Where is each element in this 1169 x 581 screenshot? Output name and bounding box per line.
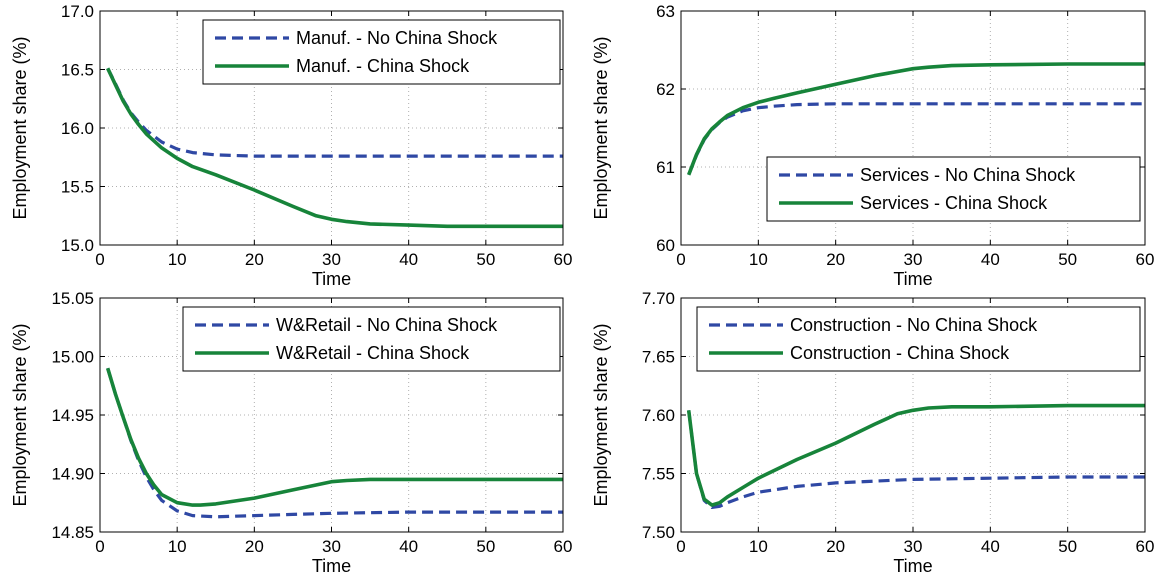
- y-tick-label: 16.0: [61, 119, 94, 138]
- legend-box: [696, 306, 1141, 372]
- x-tick-label: 30: [904, 250, 923, 269]
- legend-box: [202, 19, 561, 85]
- chart-panel-1: 0 10 20 30 40 50 60 15.0 15.5 16.0 16.5 17.0 Time Emp…: [10, 2, 572, 289]
- x-tick-label: 0: [676, 250, 685, 269]
- y-tick-label: 62: [656, 80, 675, 99]
- y-tick-label: 14.90: [51, 465, 94, 484]
- y-axis-label: Employment share (%): [591, 323, 611, 506]
- y-axis-label: Employment share (%): [591, 36, 611, 219]
- legend-label: W&Retail - China Shock: [276, 343, 470, 363]
- chart-panel-2: 0 10 20 30 40 50 60 60 61 62 63 Time Employment shar…: [591, 2, 1154, 289]
- x-tick-label: 50: [1058, 537, 1077, 556]
- x-axis-label: Time: [893, 556, 932, 576]
- y-tick-label: 14.85: [51, 523, 94, 542]
- legend-label: Construction - No China Shock: [790, 315, 1038, 335]
- y-axis-label: Employment share (%): [10, 323, 30, 506]
- y-tick-label: 61: [656, 158, 675, 177]
- legend-label: Services - No China Shock: [860, 165, 1076, 185]
- y-tick-label: 15.05: [51, 289, 94, 308]
- legend-label: W&Retail - No China Shock: [276, 315, 498, 335]
- x-tick-label: 30: [322, 250, 341, 269]
- x-tick-label: 30: [904, 537, 923, 556]
- x-tick-label: 50: [476, 250, 495, 269]
- x-tick-label: 40: [981, 250, 1000, 269]
- chart-panel-4: 0 10 20 30 40 50 60 7.50 7.55 7.60 7.65 7.70 Time Emp…: [591, 289, 1154, 576]
- legend: Services - No China Shock Services - Chin…: [766, 156, 1141, 222]
- y-tick-label: 14.95: [51, 406, 94, 425]
- x-tick-label: 60: [1136, 537, 1155, 556]
- legend-box: [766, 156, 1141, 222]
- legend: Construction - No China Shock Constructio…: [696, 306, 1141, 372]
- x-axis-label: Time: [312, 556, 351, 576]
- x-tick-label: 20: [245, 537, 264, 556]
- x-tick-label: 30: [322, 537, 341, 556]
- legend: W&Retail - No China Shock W&Retail - Chin…: [182, 306, 561, 372]
- x-tick-label: 50: [476, 537, 495, 556]
- x-tick-label: 20: [826, 250, 845, 269]
- x-tick-label: 0: [676, 537, 685, 556]
- y-tick-label: 15.0: [61, 236, 94, 255]
- series-line-china-shock: [106, 67, 563, 229]
- legend-box: [182, 306, 561, 372]
- x-axis-label: Time: [893, 269, 932, 289]
- x-tick-label: 60: [554, 537, 573, 556]
- series-line-china-shock: [686, 403, 1145, 507]
- x-tick-label: 40: [399, 250, 418, 269]
- y-tick-label: 60: [656, 236, 675, 255]
- legend-label: Manuf. - No China Shock: [296, 28, 498, 48]
- y-tick-label: 7.50: [642, 523, 675, 542]
- y-tick-label: 7.60: [642, 406, 675, 425]
- x-tick-label: 10: [749, 537, 768, 556]
- x-tick-label: 40: [981, 537, 1000, 556]
- legend-label: Manuf. - China Shock: [296, 56, 470, 76]
- series-line-no-china-shock: [687, 410, 1145, 509]
- x-tick-label: 10: [168, 537, 187, 556]
- legend-label: Construction - China Shock: [790, 343, 1010, 363]
- y-tick-label: 15.00: [51, 348, 94, 367]
- legend: Manuf. - No China Shock Manuf. - China Sh…: [202, 19, 561, 85]
- y-tick-label: 17.0: [61, 2, 94, 21]
- y-tick-label: 15.5: [61, 178, 94, 197]
- y-tick-label: 63: [656, 2, 675, 21]
- series-line-no-china-shock: [106, 367, 563, 519]
- x-tick-label: 10: [749, 250, 768, 269]
- x-tick-label: 20: [245, 250, 264, 269]
- x-tick-label: 10: [168, 250, 187, 269]
- y-axis-label: Employment share (%): [10, 36, 30, 219]
- y-tick-label: 7.65: [642, 348, 675, 367]
- x-axis-label: Time: [312, 269, 351, 289]
- series-line-china-shock: [687, 62, 1145, 176]
- y-tick-label: 7.70: [642, 289, 675, 308]
- x-tick-label: 50: [1058, 250, 1077, 269]
- x-tick-label: 60: [554, 250, 573, 269]
- y-tick-label: 16.5: [61, 61, 94, 80]
- y-tick-label: 7.55: [642, 465, 675, 484]
- x-tick-label: 60: [1136, 250, 1155, 269]
- x-tick-label: 0: [95, 250, 104, 269]
- x-tick-label: 20: [826, 537, 845, 556]
- x-tick-label: 0: [95, 537, 104, 556]
- x-tick-label: 40: [399, 537, 418, 556]
- series-line-china-shock: [105, 367, 563, 507]
- chart-panel-3: 0 10 20 30 40 50 60 14.85 14.90 14.95 15.00 15.05 Ti…: [10, 289, 572, 576]
- legend-label: Services - China Shock: [860, 193, 1048, 213]
